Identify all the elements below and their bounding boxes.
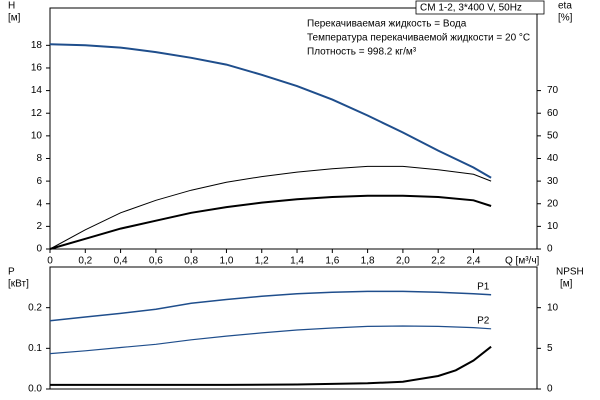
y2-axis-label: eta (558, 1, 572, 12)
x-tick-label: 0,6 (149, 256, 163, 267)
y2-tick-label: 60 (547, 108, 559, 119)
x-tick-label: 0,4 (114, 256, 128, 267)
y2-axis-unit: [м] (560, 279, 573, 290)
y2-tick-label: 0 (547, 384, 553, 395)
y2-tick-label: 20 (547, 198, 559, 209)
y2-axis-label: NPSH (556, 267, 584, 278)
annotation: Температура перекачиваемой жидкости = 20… (307, 33, 530, 44)
y2-tick-label: 5 (547, 343, 553, 354)
y-tick-label: 12 (31, 108, 43, 119)
y-tick-label: 0 (36, 244, 42, 255)
series-label: P2 (477, 315, 490, 326)
curve (50, 345, 492, 386)
y2-tick-label: 30 (547, 176, 559, 187)
y-axis-unit: [м] (8, 13, 21, 24)
annotation: Плотность = 998.2 кг/м³ (307, 47, 417, 58)
y-tick-label: 10 (31, 130, 43, 141)
curve (49, 290, 492, 322)
y2-tick-label: 0 (547, 244, 553, 255)
y-axis-unit: [кВт] (8, 279, 29, 290)
y-tick-label: 6 (36, 176, 42, 187)
annotation: CM 1-2, 3*400 V, 50Hz (420, 3, 522, 14)
x-tick-label: 1,2 (255, 256, 269, 267)
y-axis-label: H (8, 1, 15, 12)
x-tick-label: 1,4 (290, 256, 304, 267)
x-tick-label: 1,0 (219, 256, 233, 267)
curve (49, 165, 492, 250)
curve (49, 325, 492, 355)
annotation: Перекачиваемая жидкость = Вода (307, 19, 467, 30)
bottom-plot-frame (49, 266, 538, 390)
x-tick-label: 2,0 (396, 256, 410, 267)
y-tick-label: 2 (36, 221, 42, 232)
y2-tick-label: 10 (547, 302, 559, 313)
y-tick-label: 18 (31, 40, 43, 51)
y2-tick-label: 10 (547, 221, 559, 232)
x-tick-label: 0,2 (78, 256, 92, 267)
x-tick-label: 0 (47, 256, 53, 267)
x-tick-label: 2,2 (431, 256, 445, 267)
y-tick-label: 0.1 (28, 343, 42, 354)
x-tick-label: 1,6 (325, 256, 339, 267)
y-tick-label: 8 (36, 153, 42, 164)
y-axis-label: P (8, 267, 15, 278)
curve (49, 194, 492, 250)
y2-tick-label: 70 (547, 85, 559, 96)
y2-tick-label: 50 (547, 130, 559, 141)
curve (49, 43, 492, 179)
y-tick-label: 14 (31, 85, 43, 96)
y-tick-label: 4 (36, 198, 42, 209)
x-axis-label: Q [м³/ч] (505, 256, 540, 267)
y-tick-label: 0.0 (28, 384, 42, 395)
y2-tick-label: 40 (547, 153, 559, 164)
y2-axis-unit: [%] (558, 13, 573, 24)
series-label: P1 (477, 281, 490, 292)
y-tick-label: 0.2 (28, 302, 42, 313)
x-tick-label: 1,8 (361, 256, 375, 267)
x-tick-label: 2,4 (467, 256, 481, 267)
y-tick-label: 16 (31, 63, 43, 74)
x-tick-label: 0,8 (184, 256, 198, 267)
top-plot-frame (49, 7, 538, 250)
model-box (415, 0, 545, 15)
